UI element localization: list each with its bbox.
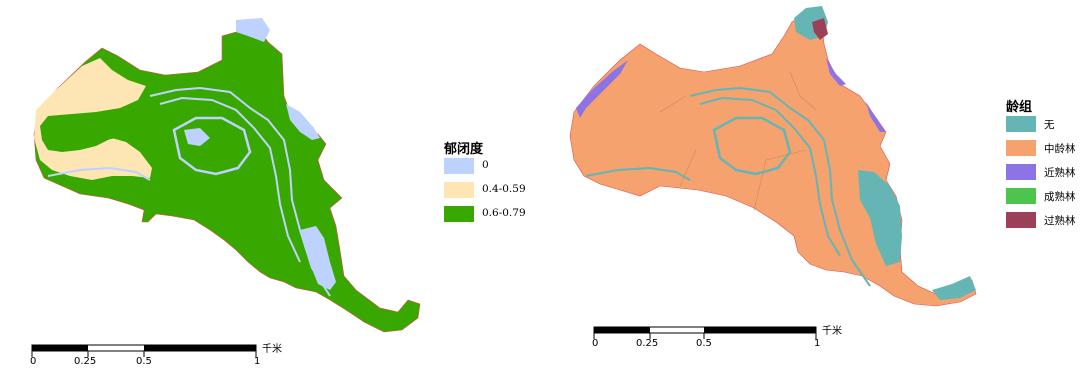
scale-tick: 0 — [30, 356, 37, 367]
legend-label: 无 — [1044, 119, 1055, 131]
age-region-none-right — [858, 170, 902, 266]
legend-swatch — [1006, 188, 1036, 204]
canopy-density-legend: 郁闭度 0 0.4-0.59 0.6-0.79 — [444, 138, 540, 228]
legend-swatch — [444, 182, 474, 198]
forest-region-0.4-0.59 — [34, 58, 152, 180]
age-group-map-canvas — [569, 6, 977, 307]
scale-unit: 千米 — [822, 326, 842, 337]
legend-label: 成熟林 — [1044, 191, 1076, 203]
scale-tick: 1 — [814, 338, 821, 349]
legend-label: 过熟林 — [1044, 215, 1076, 227]
scale-tick: 1 — [254, 356, 261, 367]
forest-region-0-small — [184, 128, 210, 146]
forest-region-0-right — [300, 226, 336, 290]
legend-swatch — [1006, 164, 1036, 180]
legend-swatch — [444, 206, 474, 222]
forest-region-0-top — [236, 18, 270, 42]
age-group-legend: 龄组 无 中龄林 近熟林 成熟林 过熟林 — [1006, 96, 1083, 246]
legend-title: 郁闭度 — [444, 142, 484, 157]
scale-tick: 0.5 — [136, 356, 152, 367]
legend-title: 龄组 — [1006, 100, 1033, 115]
scale-tick: 0.25 — [74, 356, 97, 367]
canopy-density-map: 郁闭度 0 0.4-0.59 0.6-0.79 0 0.25 0.5 1 千米 — [0, 0, 540, 370]
scale-bar-graphic — [31, 344, 257, 357]
age-group-map: 龄组 无 中龄林 近熟林 成熟林 过熟林 — [540, 0, 1083, 370]
river-loop — [172, 116, 252, 176]
river-loop — [712, 116, 792, 176]
legend-label: 中龄林 — [1044, 143, 1076, 155]
scale-bar-graphic — [593, 326, 817, 339]
scale-tick: 0 — [592, 338, 599, 349]
boundary-lines — [659, 71, 817, 211]
legend-swatch — [444, 158, 474, 174]
scale-tick: 0.5 — [696, 338, 712, 349]
age-region-near-mature-left — [576, 60, 628, 118]
river-line — [585, 86, 871, 287]
scale-bar: 0 0.25 0.5 1 千米 — [30, 340, 290, 370]
legend-swatch — [1006, 212, 1036, 228]
scale-bar: 0 0.25 0.5 1 千米 — [592, 322, 852, 352]
legend-label: 0.6-0.79 — [482, 207, 526, 219]
river-line — [47, 86, 331, 297]
age-region-none-tail — [932, 276, 976, 300]
age-region-over-mature — [812, 18, 828, 40]
canopy-density-map-canvas — [33, 18, 421, 333]
forest-region-0.6-0.79-inner — [44, 110, 136, 146]
forest-region-0-edge — [286, 104, 320, 140]
scale-unit: 千米 — [262, 344, 282, 355]
legend-label: 近熟林 — [1044, 167, 1076, 179]
legend-label: 0.4-0.59 — [482, 183, 526, 195]
age-region-near-mature-right — [826, 58, 846, 86]
scale-tick: 0.25 — [636, 338, 659, 349]
legend-swatch — [1006, 140, 1036, 156]
legend-swatch — [1006, 116, 1036, 132]
legend-label: 0 — [482, 159, 489, 171]
